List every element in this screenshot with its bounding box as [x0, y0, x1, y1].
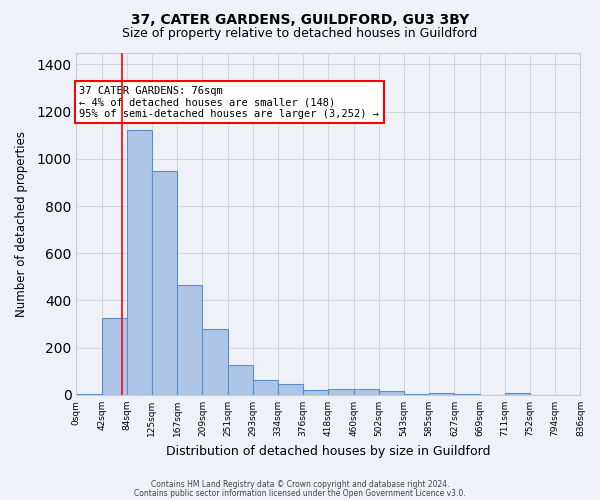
Bar [454, 394, 480, 395]
Text: 37, CATER GARDENS, GUILDFORD, GU3 3BY: 37, CATER GARDENS, GUILDFORD, GU3 3BY [131, 12, 469, 26]
Bar [354, 389, 379, 395]
Bar [303, 390, 328, 395]
Text: Size of property relative to detached houses in Guildford: Size of property relative to detached ho… [122, 28, 478, 40]
Bar [177, 285, 202, 395]
Bar [127, 130, 152, 395]
Text: Contains HM Land Registry data © Crown copyright and database right 2024.: Contains HM Land Registry data © Crown c… [151, 480, 449, 489]
Bar [202, 329, 227, 395]
Bar [328, 389, 354, 395]
Bar [404, 394, 429, 395]
Bar [152, 170, 177, 395]
Bar [101, 318, 127, 395]
Y-axis label: Number of detached properties: Number of detached properties [15, 130, 28, 316]
Text: Contains public sector information licensed under the Open Government Licence v3: Contains public sector information licen… [134, 488, 466, 498]
Bar [429, 393, 454, 395]
Bar [227, 366, 253, 395]
Text: 37 CATER GARDENS: 76sqm
← 4% of detached houses are smaller (148)
95% of semi-de: 37 CATER GARDENS: 76sqm ← 4% of detached… [79, 86, 379, 119]
X-axis label: Distribution of detached houses by size in Guildford: Distribution of detached houses by size … [166, 444, 491, 458]
Bar [379, 392, 404, 395]
Bar [278, 384, 303, 395]
Bar [253, 380, 278, 395]
Bar [76, 394, 101, 395]
Bar [505, 392, 530, 395]
